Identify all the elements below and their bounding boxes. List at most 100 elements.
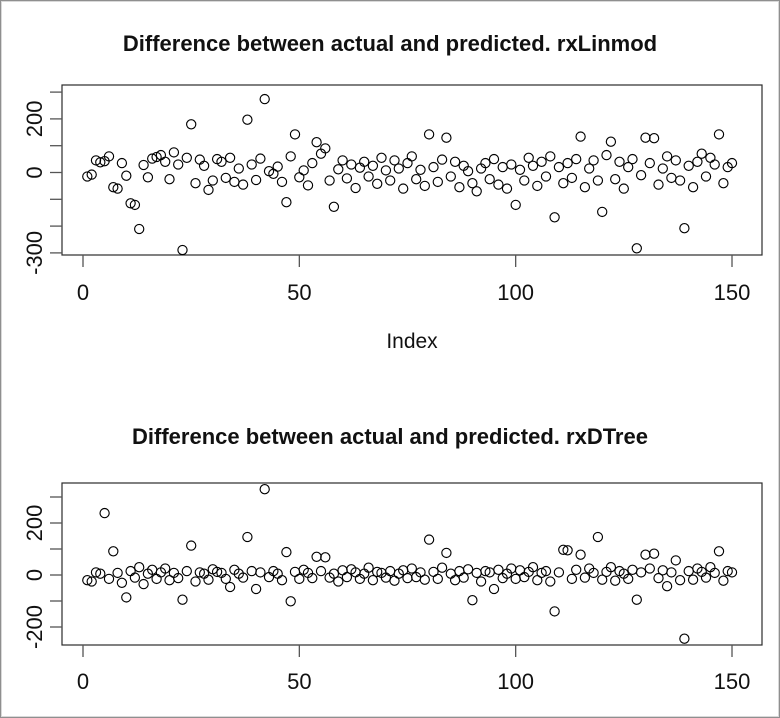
data-point	[549, 606, 560, 617]
data-point	[614, 156, 625, 167]
data-point	[328, 568, 340, 579]
data-point	[129, 199, 141, 211]
data-point	[449, 575, 461, 586]
data-point	[510, 573, 521, 585]
data-point	[259, 93, 270, 105]
data-point	[683, 160, 694, 171]
plot-area-rxdtree: 0 50 100 150 200 0 -200	[22, 482, 763, 694]
data-point	[121, 170, 132, 181]
data-point	[553, 161, 565, 173]
data-point	[134, 562, 145, 573]
x-tick-label: 150	[714, 280, 751, 305]
data-point	[233, 163, 244, 174]
data-point	[566, 172, 578, 184]
plot-box	[61, 482, 763, 646]
data-point	[276, 575, 288, 586]
data-point	[532, 180, 543, 192]
data-point	[618, 183, 629, 194]
data-point	[467, 178, 478, 189]
data-point	[696, 148, 707, 159]
data-point	[250, 174, 262, 186]
data-point	[359, 156, 370, 167]
data-point	[190, 576, 201, 587]
data-point	[436, 154, 448, 165]
x-tick-label: 150	[714, 669, 751, 694]
data-point	[648, 133, 660, 144]
data-point	[224, 581, 236, 593]
data-point	[186, 119, 197, 130]
data-point	[562, 545, 573, 556]
data-point	[311, 551, 322, 562]
data-point	[285, 596, 296, 607]
data-point	[558, 178, 569, 189]
data-point	[289, 566, 301, 578]
data-point	[272, 161, 283, 172]
data-point	[385, 175, 396, 186]
data-point	[666, 567, 677, 578]
data-point	[372, 178, 383, 189]
data-point	[497, 161, 508, 173]
data-point	[553, 567, 565, 578]
data-point	[419, 180, 430, 192]
x-axis-title-index: Index	[386, 330, 438, 353]
data-point	[103, 151, 115, 162]
data-point	[173, 159, 184, 170]
data-point	[393, 163, 404, 174]
chart-title-rxlinmod: Difference between actual and predicted.…	[122, 31, 658, 56]
data-point	[623, 573, 634, 585]
data-point	[181, 565, 192, 577]
data-point	[597, 574, 608, 585]
data-point	[579, 182, 591, 193]
data-point	[579, 572, 591, 583]
data-point	[627, 564, 638, 575]
data-point	[173, 572, 184, 584]
data-point	[237, 572, 249, 583]
data-point	[194, 567, 205, 578]
data-point	[129, 572, 141, 583]
data-point	[588, 155, 599, 166]
data-point	[540, 565, 552, 577]
data-point	[294, 172, 305, 183]
data-point	[687, 182, 699, 193]
data-point	[644, 563, 655, 574]
data-point	[640, 549, 651, 560]
data-point	[566, 573, 578, 585]
data-point	[471, 567, 482, 579]
data-point	[432, 573, 443, 585]
data-point	[95, 157, 106, 168]
data-point	[493, 179, 504, 190]
data-point	[103, 573, 115, 585]
data-point	[411, 174, 422, 185]
data-point	[705, 152, 716, 163]
data-point	[501, 183, 513, 194]
data-point	[584, 163, 595, 174]
data-point	[134, 223, 145, 235]
data-point	[428, 566, 439, 578]
data-point	[211, 566, 223, 578]
data-point	[631, 243, 642, 254]
data-point	[380, 165, 392, 176]
data-point	[255, 153, 266, 164]
data-point	[177, 594, 188, 605]
data-point	[514, 565, 526, 576]
data-point	[259, 484, 270, 495]
data-point	[718, 575, 729, 586]
data-point	[709, 567, 720, 579]
data-point	[281, 197, 292, 208]
data-point	[428, 161, 439, 173]
data-point	[471, 186, 482, 197]
data-point	[389, 575, 400, 586]
data-point	[367, 575, 379, 586]
x-tick-label: 0	[77, 669, 89, 694]
data-point	[700, 171, 712, 182]
data-point	[246, 159, 257, 170]
data-point	[363, 562, 374, 573]
data-point	[398, 183, 409, 194]
data-point	[510, 199, 521, 211]
data-point	[333, 164, 344, 175]
data-point	[597, 206, 608, 218]
data-point	[289, 129, 301, 140]
data-point	[648, 548, 660, 559]
